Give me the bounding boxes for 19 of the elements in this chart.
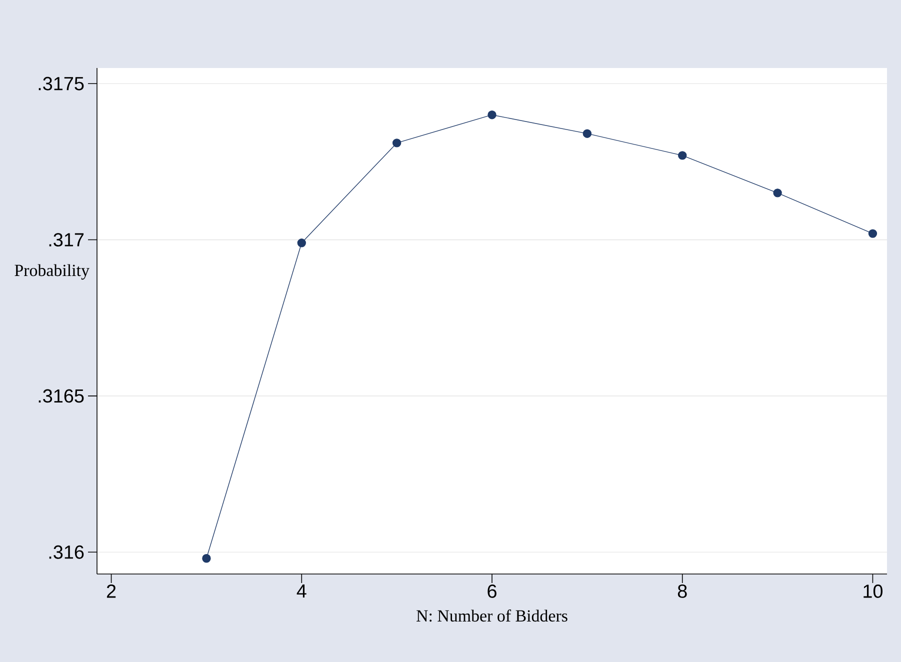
x-axis-title: N: Number of Bidders xyxy=(416,610,568,622)
point xyxy=(488,110,496,120)
point xyxy=(773,188,782,198)
y-tick-label: .3165 xyxy=(38,389,84,403)
x-tick-label: 8 xyxy=(678,584,687,598)
x-tick-label: 6 xyxy=(488,584,496,598)
x-tick-label: 10 xyxy=(864,584,883,598)
point xyxy=(868,229,878,238)
point xyxy=(678,151,687,160)
y-axis-title: Probability xyxy=(14,264,90,280)
y-tick-label: .316 xyxy=(49,545,84,559)
point xyxy=(297,238,306,248)
x-tick-label: 2 xyxy=(106,584,116,598)
y-tick-label: .317 xyxy=(49,233,84,246)
point xyxy=(202,554,211,563)
y-tick-label: .3175 xyxy=(38,76,84,90)
point xyxy=(392,138,402,148)
x-tick-label: 4 xyxy=(296,584,306,598)
point xyxy=(582,129,592,138)
